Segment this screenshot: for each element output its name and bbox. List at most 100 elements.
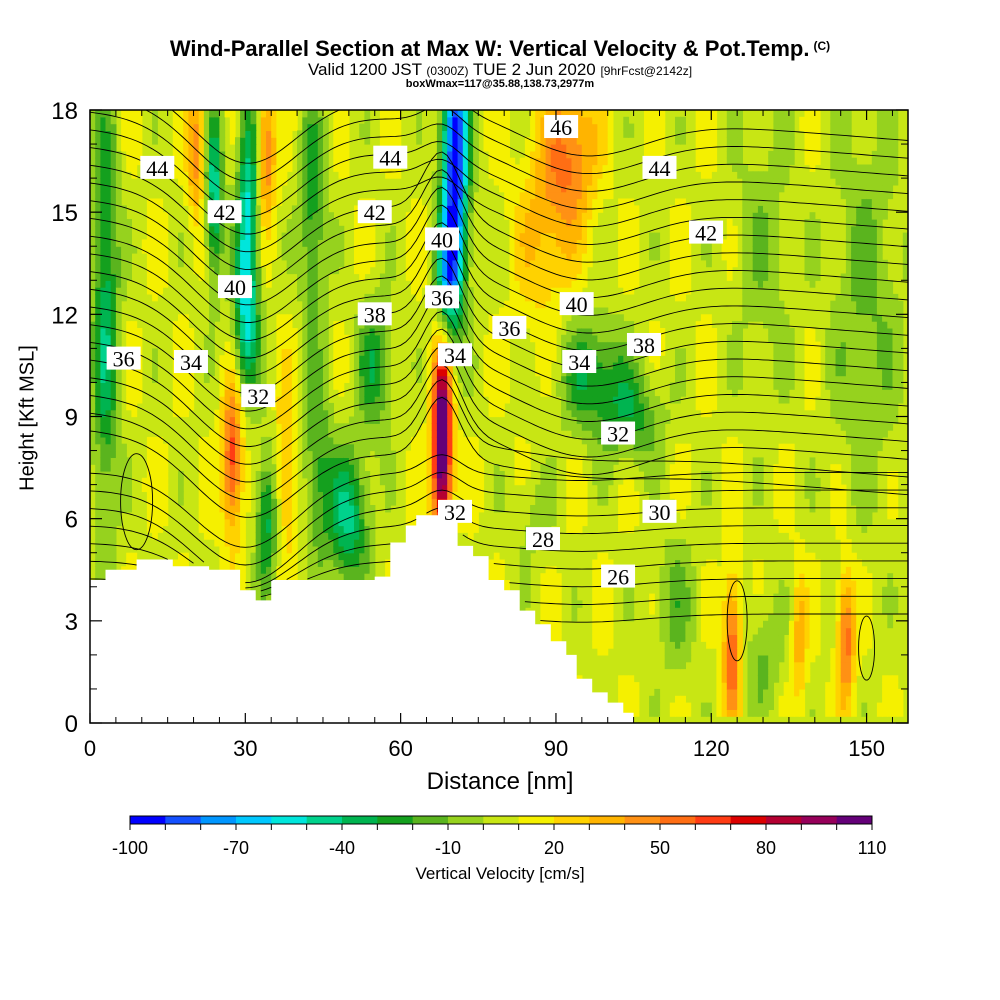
field-cell [245,225,252,234]
field-cell [623,334,630,343]
field-cell [581,266,588,275]
field-cell [260,436,267,445]
field-cell [266,273,272,281]
field-cell [524,164,531,172]
field-cell [235,443,241,452]
field-cell [385,239,391,247]
field-cell [411,518,417,527]
field-cell [245,375,252,384]
field-cell [131,389,138,397]
field-cell [266,477,272,486]
field-cell [235,498,241,506]
field-cell [338,545,345,554]
field-cell [317,518,324,527]
field-cell [115,321,122,329]
field-cell [276,389,283,397]
field-cell [395,123,402,132]
field-cell [488,123,495,132]
field-cell [447,219,453,227]
field-cell [436,471,443,479]
field-cell [436,110,443,118]
field-cell [628,266,635,275]
field-cell [493,559,500,567]
field-cell [442,253,448,261]
field-cell [618,334,624,343]
field-cell [602,396,609,404]
field-cell [519,443,526,452]
field-cell [514,280,521,288]
field-cell [540,171,547,179]
field-cell [369,416,376,424]
field-cell [592,116,598,125]
field-cell [654,436,661,445]
field-cell [95,559,101,567]
field-cell [659,423,666,431]
field-cell [623,477,630,486]
field-cell [359,511,365,520]
field-cell [488,348,495,356]
field-cell [90,205,96,213]
field-cell [462,178,469,186]
field-cell [152,110,158,118]
field-cell [333,382,340,390]
field-cell [405,266,412,275]
field-cell [178,116,184,125]
field-cell [442,430,448,438]
field-cell [333,362,340,370]
field-cell [152,266,158,275]
field-cell [281,164,288,172]
field-cell [514,307,521,315]
field-cell [214,491,221,499]
field-cell [649,607,655,615]
field-cell [550,593,557,602]
field-cell [131,123,138,132]
field-cell [493,498,500,506]
field-cell [90,150,96,159]
field-cell [530,259,536,268]
field-cell [462,382,469,390]
field-cell [436,130,443,138]
field-cell [395,130,402,138]
field-cell [669,484,676,493]
field-cell [297,232,303,241]
field-cell [338,137,345,145]
field-cell [100,477,107,486]
field-cell [473,130,479,138]
field-cell [457,110,464,118]
field-cell [90,198,96,206]
field-cell [266,116,272,125]
field-cell [628,443,635,452]
field-cell [193,150,200,159]
field-cell [426,471,433,479]
field-cell [260,239,267,247]
field-cell [240,375,246,384]
field-cell [152,130,158,138]
field-cell [333,116,340,125]
field-cell [105,389,112,397]
field-cell [607,328,614,336]
field-cell [467,328,474,336]
field-cell [535,300,541,309]
field-cell [649,232,655,241]
field-cell [411,198,417,206]
field-cell [416,505,422,513]
field-cell [157,484,164,493]
field-cell [628,511,635,520]
field-cell [379,443,386,452]
field-cell [317,484,324,493]
field-cell [209,505,215,513]
field-cell [442,307,448,315]
field-cell [431,178,438,186]
field-cell [540,253,547,261]
field-cell [416,368,422,377]
field-cell [364,511,371,520]
field-cell [519,246,526,254]
field-cell [105,157,112,166]
field-cell [271,573,277,581]
field-cell [457,150,464,159]
field-cell [524,212,531,220]
field-cell [141,477,148,486]
field-cell [188,157,195,166]
field-cell [462,464,469,472]
